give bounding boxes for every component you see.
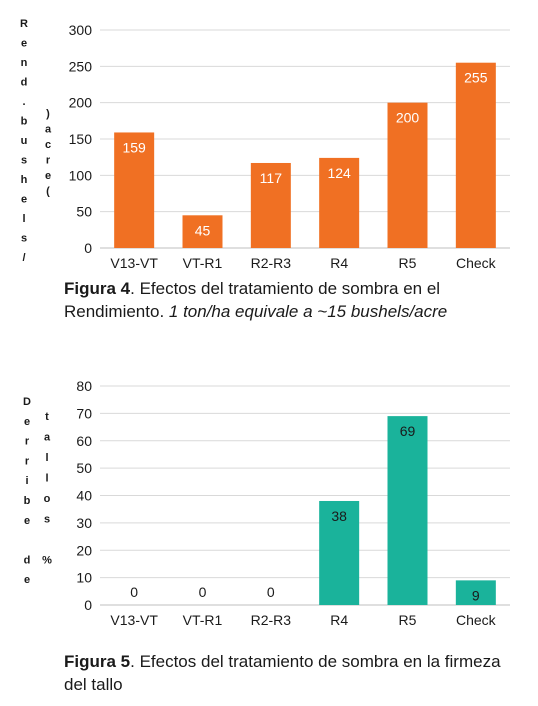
y-axis-title-char: s xyxy=(44,514,50,526)
x-tick-label: VT-R1 xyxy=(183,255,223,270)
x-tick-label: R5 xyxy=(399,612,417,628)
figure-5-text: . Efectos del tratamiento de sombra en l… xyxy=(64,652,501,694)
x-tick-label: Check xyxy=(456,612,497,628)
bar-check xyxy=(455,580,496,605)
data-label: 69 xyxy=(400,423,416,439)
y-axis-title-char: ) xyxy=(46,108,50,120)
y-tick-label: 250 xyxy=(69,58,93,74)
data-label: 9 xyxy=(472,587,480,603)
y-axis-title-char: a xyxy=(44,432,51,444)
bar-r2-r3 xyxy=(250,162,291,248)
y-axis-title-char: e xyxy=(24,515,30,527)
y-axis-title-char: l xyxy=(45,473,48,485)
y-tick-label: 0 xyxy=(84,597,92,613)
y-axis-title-char: n xyxy=(21,57,28,69)
y-axis-title-char: u xyxy=(21,135,28,147)
y-tick-label: 60 xyxy=(76,433,92,449)
x-tick-label: Check xyxy=(456,255,497,270)
y-tick-label: 50 xyxy=(76,204,92,220)
x-tick-label: VT-R1 xyxy=(183,612,223,628)
y-axis-title-char: l xyxy=(22,213,25,225)
y-axis-title-char: . xyxy=(22,96,25,108)
lodging-chart-svg: 0 10 20 30 40 50 60 70 80 0 V13-VT 0 VT-R1 0 R2-R3 38 R4… xyxy=(23,378,510,628)
x-tick-label: R2-R3 xyxy=(251,612,292,628)
y-axis-title-char: t xyxy=(45,411,49,423)
y-tick-label: 40 xyxy=(76,488,92,504)
y-axis-title-char: r xyxy=(25,436,30,448)
y-axis-title-char: s xyxy=(21,155,27,167)
y-tick-label: 80 xyxy=(76,378,92,394)
y-axis-title-char: l xyxy=(45,452,48,464)
y-axis-title-char: c xyxy=(45,139,51,151)
lodging-chart: 0 10 20 30 40 50 60 70 80 0 V13-VT 0 VT-R1 0 R2-R3 38 R4… xyxy=(0,375,538,635)
y-axis-title-char: e xyxy=(45,170,51,182)
x-tick-label: R4 xyxy=(330,255,348,270)
data-label: 0 xyxy=(130,584,138,600)
bar-r4 xyxy=(319,500,360,605)
figure-4-caption: Figura 4. Efectos del tratamiento de som… xyxy=(64,277,514,323)
y-axis-title-char: r xyxy=(46,155,51,167)
y-tick-label: 0 xyxy=(84,240,92,256)
data-label: 200 xyxy=(396,110,420,126)
y-axis-title-char: d xyxy=(24,554,31,566)
bar-v13-vt xyxy=(114,132,155,248)
yield-chart-svg: 0 50 100 150 200 250 300 159 V13-VT 45 VT-R1 117 R2-… xyxy=(20,18,510,271)
x-tick-label: R2-R3 xyxy=(251,255,292,270)
y-tick-label: 20 xyxy=(76,542,92,558)
y-axis-title: Rend.bushels/)acre( xyxy=(20,18,52,264)
data-label: 124 xyxy=(327,165,351,181)
figure-4-text: . Efectos del tratamiento de sombra en e… xyxy=(64,279,441,321)
x-tick-label: R4 xyxy=(330,612,348,628)
y-axis-title-char: e xyxy=(21,194,27,206)
y-tick-label: 30 xyxy=(76,515,92,531)
y-tick-label: 200 xyxy=(69,95,93,111)
y-axis-title-char: b xyxy=(24,495,31,507)
y-axis-title-char: D xyxy=(23,396,31,408)
bar-r4 xyxy=(319,157,360,248)
y-axis-title-char: / xyxy=(22,252,25,264)
y-tick-label: 100 xyxy=(69,167,93,183)
y-axis-title-char: r xyxy=(25,455,30,467)
bar-check xyxy=(455,62,496,249)
y-axis-title-char: % xyxy=(42,555,52,567)
data-label: 117 xyxy=(260,170,283,186)
bar-r5 xyxy=(387,416,428,605)
data-label: 159 xyxy=(122,139,146,155)
bar-r5 xyxy=(387,102,428,249)
y-axis-title-char: a xyxy=(45,124,52,136)
figure-5-label: Figura 5 xyxy=(64,652,131,671)
data-label: 38 xyxy=(331,508,347,524)
y-tick-label: 300 xyxy=(69,22,93,38)
data-label: 45 xyxy=(195,222,211,238)
y-axis-title-char: o xyxy=(44,493,51,505)
y-axis-title-char: ( xyxy=(46,186,50,198)
y-axis-title-char: e xyxy=(24,416,30,428)
figure-4-note: 1 ton/ha equivale a ~15 bushels/acre xyxy=(168,302,448,321)
bar-vt-r1 xyxy=(182,215,223,248)
x-tick-label: V13-VT xyxy=(110,612,158,628)
y-axis-title-char: e xyxy=(21,38,27,50)
y-axis-title-char: d xyxy=(21,77,28,89)
y-tick-label: 150 xyxy=(69,131,93,147)
y-tick-label: 50 xyxy=(76,460,92,476)
yield-chart: 0 50 100 150 200 250 300 159 V13-VT 45 VT-R1 117 R2-… xyxy=(0,0,538,271)
y-axis-title-char: e xyxy=(24,574,30,586)
y-axis-title-char: s xyxy=(21,233,27,245)
y-axis-title-char: b xyxy=(21,116,28,128)
x-tick-label: R5 xyxy=(399,255,417,270)
y-axis-title-char: i xyxy=(25,475,28,487)
data-label: 0 xyxy=(267,584,275,600)
data-label: 255 xyxy=(464,70,488,86)
x-tick-label: V13-VT xyxy=(110,255,158,270)
y-axis-title-char: h xyxy=(21,174,28,186)
y-tick-label: 70 xyxy=(76,405,92,421)
figure-5-caption: Figura 5. Efectos del tratamiento de som… xyxy=(64,650,514,696)
data-label: 0 xyxy=(199,584,207,600)
y-tick-label: 10 xyxy=(76,570,92,586)
y-axis-title-char: R xyxy=(20,18,28,30)
figure-4-label: Figura 4 xyxy=(64,279,131,298)
